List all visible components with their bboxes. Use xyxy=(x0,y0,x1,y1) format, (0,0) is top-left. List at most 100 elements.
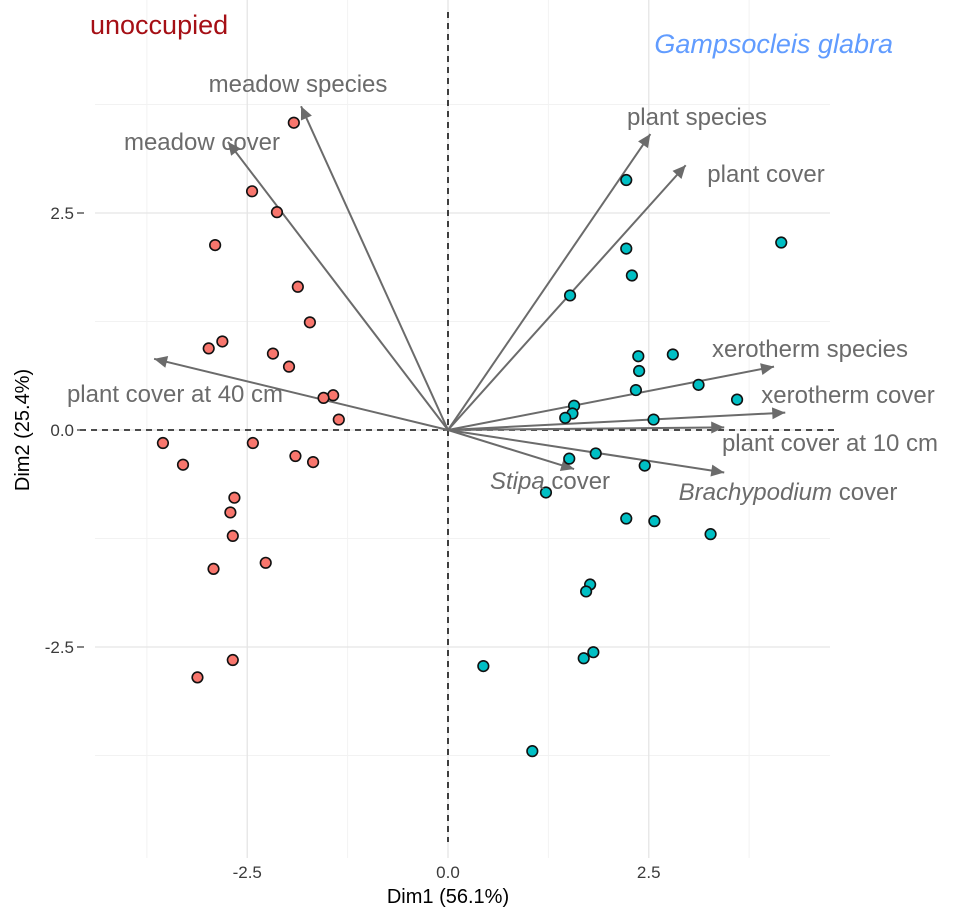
group-labels: unoccupied Gampsocleis glabra xyxy=(90,10,893,59)
vector-label: xerotherm species xyxy=(712,336,908,363)
vector-line xyxy=(447,411,786,431)
data-point xyxy=(259,556,272,569)
loading-vector xyxy=(153,356,449,431)
data-point xyxy=(632,350,645,363)
axis-ticks: -2.5 0.0 2.5 2.5 0.0 -2.5 xyxy=(45,204,661,882)
data-point xyxy=(775,236,788,249)
data-point xyxy=(539,486,553,499)
loading-vector xyxy=(447,429,725,477)
vector-label: plant cover at 40 cm xyxy=(67,381,283,408)
data-point xyxy=(191,671,204,684)
loading-vector xyxy=(447,133,652,431)
data-point xyxy=(704,528,717,541)
y-axis-title: Dim2 (25.4%) xyxy=(12,369,34,491)
data-point xyxy=(289,449,302,463)
vector-line xyxy=(447,429,575,471)
data-point xyxy=(638,459,651,472)
x-tick-label: -2.5 xyxy=(233,863,262,882)
data-point xyxy=(526,745,539,758)
vector-line xyxy=(153,357,449,431)
y-tick-label: 2.5 xyxy=(50,204,74,223)
vector-label: plant species xyxy=(627,104,767,131)
vector-line xyxy=(300,105,449,431)
data-point xyxy=(156,436,170,450)
data-point xyxy=(620,512,633,525)
data-point xyxy=(625,269,638,282)
data-point xyxy=(647,413,660,426)
vector-label: Stipa cover xyxy=(490,468,610,495)
data-point xyxy=(287,116,300,129)
data-point xyxy=(226,653,239,667)
vector-arrowhead xyxy=(771,407,786,420)
data-point xyxy=(648,515,661,528)
vector-label: xerotherm cover xyxy=(761,382,934,409)
x-tick-label: 2.5 xyxy=(637,863,661,882)
y-tick-label: -2.5 xyxy=(45,638,74,657)
vector-arrowhead xyxy=(711,421,725,434)
vector-arrowhead xyxy=(638,134,651,149)
data-point xyxy=(270,206,284,219)
data-point xyxy=(580,585,593,598)
group-label-unoccupied: unoccupied xyxy=(90,10,228,40)
vector-arrowhead xyxy=(710,464,725,477)
vector-label: meadow cover xyxy=(124,129,280,156)
data-point xyxy=(216,335,229,348)
vector-line xyxy=(447,133,652,431)
data-point xyxy=(207,562,220,575)
loading-vector xyxy=(227,141,449,431)
data-point xyxy=(245,185,259,198)
vector-arrowhead xyxy=(154,356,169,368)
vector-arrowhead xyxy=(227,141,241,156)
loading-vector xyxy=(447,429,575,471)
data-point xyxy=(589,447,602,460)
data-point xyxy=(282,360,296,373)
data-point xyxy=(303,316,316,329)
data-point xyxy=(633,364,646,378)
data-point xyxy=(730,393,744,406)
data-point xyxy=(666,348,679,361)
vector-label: Brachypodium cover xyxy=(679,479,898,506)
x-tick-label: 0.0 xyxy=(436,863,460,882)
y-tick-label: 0.0 xyxy=(50,421,74,440)
data-point xyxy=(559,411,572,424)
data-point xyxy=(477,659,490,673)
vector-label: meadow species xyxy=(209,71,388,98)
loading-vector xyxy=(447,407,786,431)
data-point xyxy=(620,173,633,187)
data-point xyxy=(317,391,330,404)
vector-label: plant cover xyxy=(707,161,824,188)
vector-arrowhead xyxy=(300,106,312,121)
data-point xyxy=(291,280,304,293)
vector-line xyxy=(447,429,725,474)
vector-line xyxy=(447,365,775,431)
vector-label: plant cover at 10 cm xyxy=(722,430,938,457)
data-point xyxy=(266,347,280,360)
data-point xyxy=(176,458,190,471)
data-point xyxy=(629,383,643,397)
data-point xyxy=(224,506,237,519)
loading-vectors xyxy=(153,105,786,477)
data-point xyxy=(228,491,241,504)
group-label-gampsocleis-glabra: Gampsocleis glabra xyxy=(654,29,893,59)
vector-line xyxy=(447,426,725,431)
data-point xyxy=(563,289,577,302)
data-point xyxy=(692,378,705,391)
x-axis-title: Dim1 (56.1%) xyxy=(387,886,509,908)
data-point xyxy=(577,652,590,665)
vector-line xyxy=(227,141,449,431)
data-point xyxy=(587,646,600,659)
vector-arrowhead xyxy=(760,363,775,376)
observation-points xyxy=(156,116,788,758)
axis-titles: Dim1 (56.1%) Dim2 (25.4%) xyxy=(12,369,509,908)
loading-vector xyxy=(447,363,775,431)
vector-arrowhead xyxy=(672,165,686,179)
data-point xyxy=(202,342,215,355)
data-point xyxy=(563,452,576,465)
loading-vector xyxy=(447,421,725,434)
data-point xyxy=(246,436,259,450)
data-point xyxy=(332,413,345,426)
vector-arrowhead xyxy=(559,459,575,471)
vector-labels: meadow species meadow cover plant species p… xyxy=(67,71,938,506)
